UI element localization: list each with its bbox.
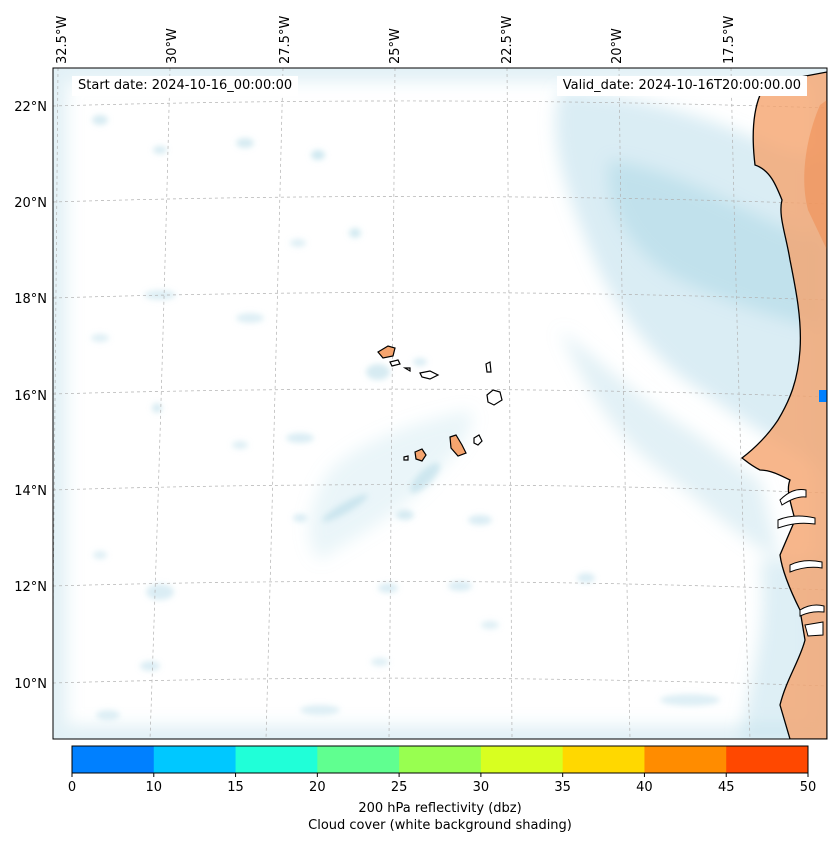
island-santo-antao (377, 345, 396, 359)
reflectivity-cell (819, 390, 827, 402)
colorbar-segment (399, 746, 482, 773)
lon-label: 25°W (388, 28, 403, 64)
colorbar-tick-label: 20 (309, 780, 326, 795)
colorbar-frame (71, 745, 809, 774)
colorbar-subtitle: Cloud cover (white background shading) (308, 818, 572, 833)
meridian-17-5w (730, 68, 751, 739)
west-africa-land (740, 71, 827, 739)
colorbar-tick-label: 25 (391, 780, 408, 795)
colorbar-segment (317, 746, 400, 773)
island-brava (403, 455, 409, 461)
meridian-27-5w (265, 68, 284, 739)
parallel-18n (53, 292, 827, 301)
valid-date-label: Valid_date: 2024-10-16T20:00:00.00 (556, 76, 807, 96)
map-frame (52, 67, 828, 740)
colorbar-segment (480, 746, 564, 773)
parallel-14n (53, 484, 827, 494)
coastal-estuaries (777, 489, 825, 637)
map-plot-area (53, 68, 827, 739)
colorbar-tick-label: 10 (146, 780, 163, 795)
parallel-22n (53, 100, 827, 109)
colorbar-tick-label: 40 (636, 780, 653, 795)
lon-label: 27.5°W (278, 16, 293, 64)
parallel-20n (53, 196, 827, 205)
cloud-cells (91, 115, 720, 720)
colorbar-tick-label: 35 (554, 780, 571, 795)
cape-verde-islands (377, 345, 503, 462)
parallel-12n (53, 580, 827, 591)
colorbar-segment (235, 746, 318, 773)
lat-label: 12°N (14, 580, 47, 595)
lat-label: 20°N (14, 196, 47, 211)
land-reflectivity-shading (804, 100, 827, 250)
island-boa-vista (486, 389, 503, 406)
colorbar-segment (562, 746, 645, 773)
lon-label: 17.5°W (722, 16, 737, 64)
lat-label: 18°N (14, 292, 47, 307)
lon-label: 30°W (165, 28, 180, 64)
start-date-label: Start date: 2024-10-16_00:00:00 (72, 76, 299, 96)
lat-label: 10°N (14, 677, 47, 692)
parallel-16n (53, 388, 827, 398)
island-sal (485, 361, 492, 373)
lon-label: 20°W (610, 28, 625, 64)
island-fogo (414, 448, 427, 462)
island-santa-luzia (402, 367, 411, 373)
colorbar-segment (72, 746, 155, 773)
colorbar-title: 200 hPa reflectivity (dbz) (358, 801, 522, 816)
colorbar-tick-label: 50 (800, 780, 817, 795)
island-sao-vicente (389, 359, 401, 367)
colorbar-segment (726, 746, 809, 773)
graticule (53, 68, 827, 739)
colorbar-tick-label: 0 (68, 780, 76, 795)
colorbar-tick-label: 45 (718, 780, 735, 795)
lat-label: 16°N (14, 389, 47, 404)
lon-label: 22.5°W (500, 16, 515, 64)
meridian-30w (149, 68, 171, 739)
lon-label: 32.5°W (55, 16, 70, 64)
island-santiago (449, 434, 467, 457)
island-sao-nicolau (419, 370, 440, 380)
colorbar-segment (153, 746, 237, 773)
colorbar-tick-label: 30 (473, 780, 490, 795)
lat-label: 14°N (14, 484, 47, 499)
lat-label: 22°N (14, 100, 47, 115)
longitude-labels: 32.5°W 30°W 27.5°W 25°W 22.5°W 20°W 17.5… (55, 16, 737, 64)
colorbar: 0 10 15 20 25 30 35 40 45 50 (68, 745, 817, 795)
colorbar-tick-label: 15 (227, 780, 244, 795)
cloud-cover-band (309, 90, 827, 739)
parallel-10n (53, 677, 827, 687)
latitude-labels: 22°N 20°N 18°N 16°N 14°N 12°N 10°N (14, 100, 47, 692)
colorbar-segment (644, 746, 727, 773)
island-maio (473, 434, 483, 446)
